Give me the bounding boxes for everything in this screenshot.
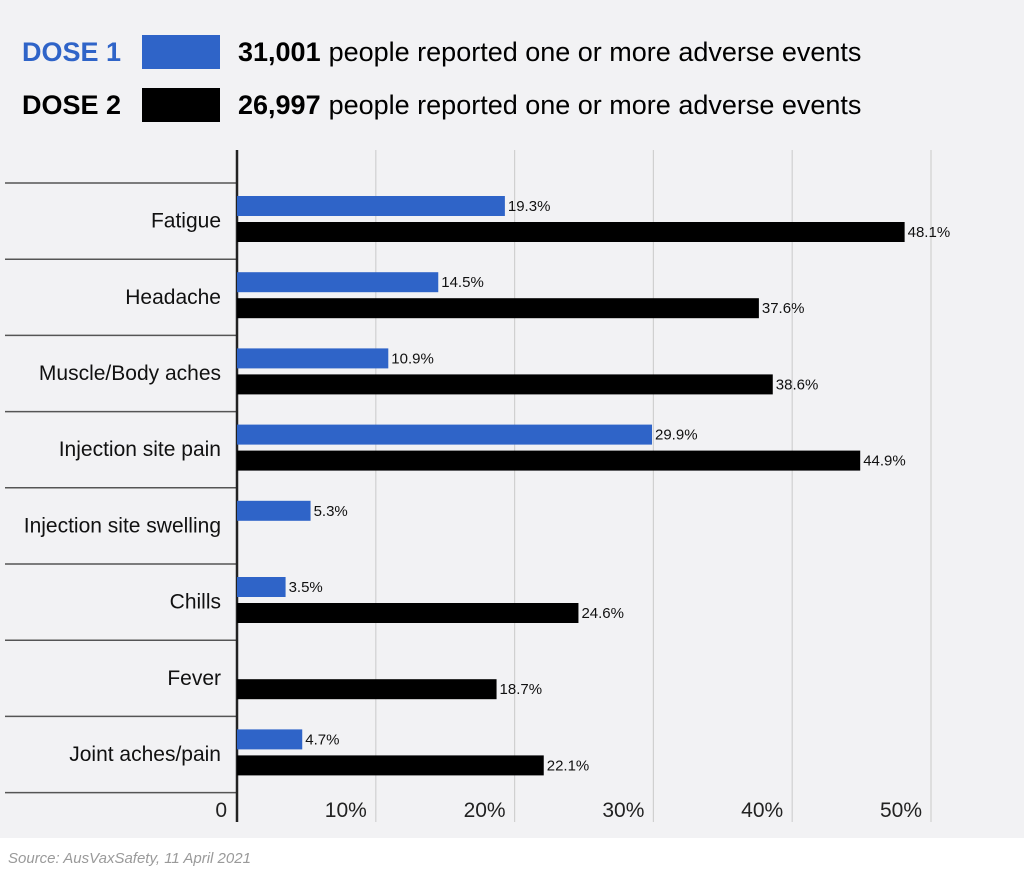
- bar-label: 24.6%: [581, 605, 624, 622]
- chart-panel: DOSE 1 31,001 people reported one or mor…: [0, 0, 1024, 838]
- bar-label: 48.1%: [908, 224, 951, 241]
- category-label: Injection site swelling: [24, 514, 221, 537]
- bar-dose-1: [237, 500, 311, 521]
- bar-label: 19.3%: [508, 198, 551, 215]
- category-label: Muscle/Body aches: [39, 362, 221, 385]
- legend-dose-2-name: DOSE 2: [22, 89, 122, 120]
- legend-dose-1-text: people reported one or more adverse even…: [328, 36, 862, 67]
- bar-label: 44.9%: [863, 453, 906, 470]
- bar-dose-2: [237, 755, 544, 776]
- bar-dose-1: [237, 729, 303, 750]
- category-label: Joint aches/pain: [69, 743, 221, 766]
- x-tick-label: 10%: [325, 799, 367, 822]
- x-tick-label: 0: [215, 799, 227, 822]
- bar-dose-2: [237, 450, 861, 471]
- legend-dose-1-count: 31,001: [238, 36, 321, 67]
- source-note: Source: AusVaxSafety, 11 April 2021: [8, 850, 251, 867]
- bar-label: 4.7%: [305, 731, 339, 748]
- x-tick-label: 40%: [741, 799, 783, 822]
- bar-dose-1: [237, 272, 439, 293]
- category-label: Fatigue: [151, 210, 221, 233]
- bar-label: 38.6%: [776, 376, 819, 393]
- category-label: Fever: [167, 667, 221, 690]
- bar-label: 29.9%: [655, 427, 698, 444]
- bar-label: 5.3%: [314, 503, 348, 520]
- bar-dose-2: [237, 298, 759, 319]
- legend-dose-1-name: DOSE 1: [22, 36, 122, 67]
- bar-dose-2: [237, 603, 579, 623]
- legend-dose-2-swatch: [142, 88, 220, 122]
- bar-chart: Fatigue Headache Muscle/Body aches Injectio…: [5, 150, 951, 822]
- bar-label: 37.6%: [762, 300, 805, 317]
- x-tick-label: 20%: [464, 799, 506, 822]
- bar-dose-1: [237, 577, 286, 597]
- legend-dose-1: DOSE 1 31,001 people reported one or mor…: [22, 32, 861, 72]
- bar-dose-2: [237, 679, 497, 700]
- bar-dose-2: [237, 222, 905, 242]
- category-label: Injection site pain: [59, 438, 221, 461]
- x-tick-label: 30%: [602, 799, 644, 822]
- category-label: Headache: [125, 286, 221, 309]
- bar-label: 22.1%: [547, 757, 590, 774]
- legend-dose-1-swatch: [142, 35, 220, 69]
- legend-dose-2-text: people reported one or more adverse even…: [328, 89, 862, 120]
- bar-dose-1: [237, 196, 505, 216]
- bar-label: 14.5%: [441, 274, 484, 291]
- category-label: Chills: [170, 591, 221, 614]
- bar-label: 18.7%: [500, 681, 543, 698]
- x-tick-label: 50%: [880, 799, 922, 822]
- bar-dose-1: [237, 348, 389, 369]
- bar-label: 3.5%: [289, 579, 323, 596]
- legend-dose-2: DOSE 2 26,997 people reported one or mor…: [22, 85, 861, 125]
- bar-dose-1: [237, 424, 653, 445]
- legend-dose-2-count: 26,997: [238, 89, 321, 120]
- bar-label: 10.9%: [391, 350, 434, 367]
- bar-dose-2: [237, 374, 773, 395]
